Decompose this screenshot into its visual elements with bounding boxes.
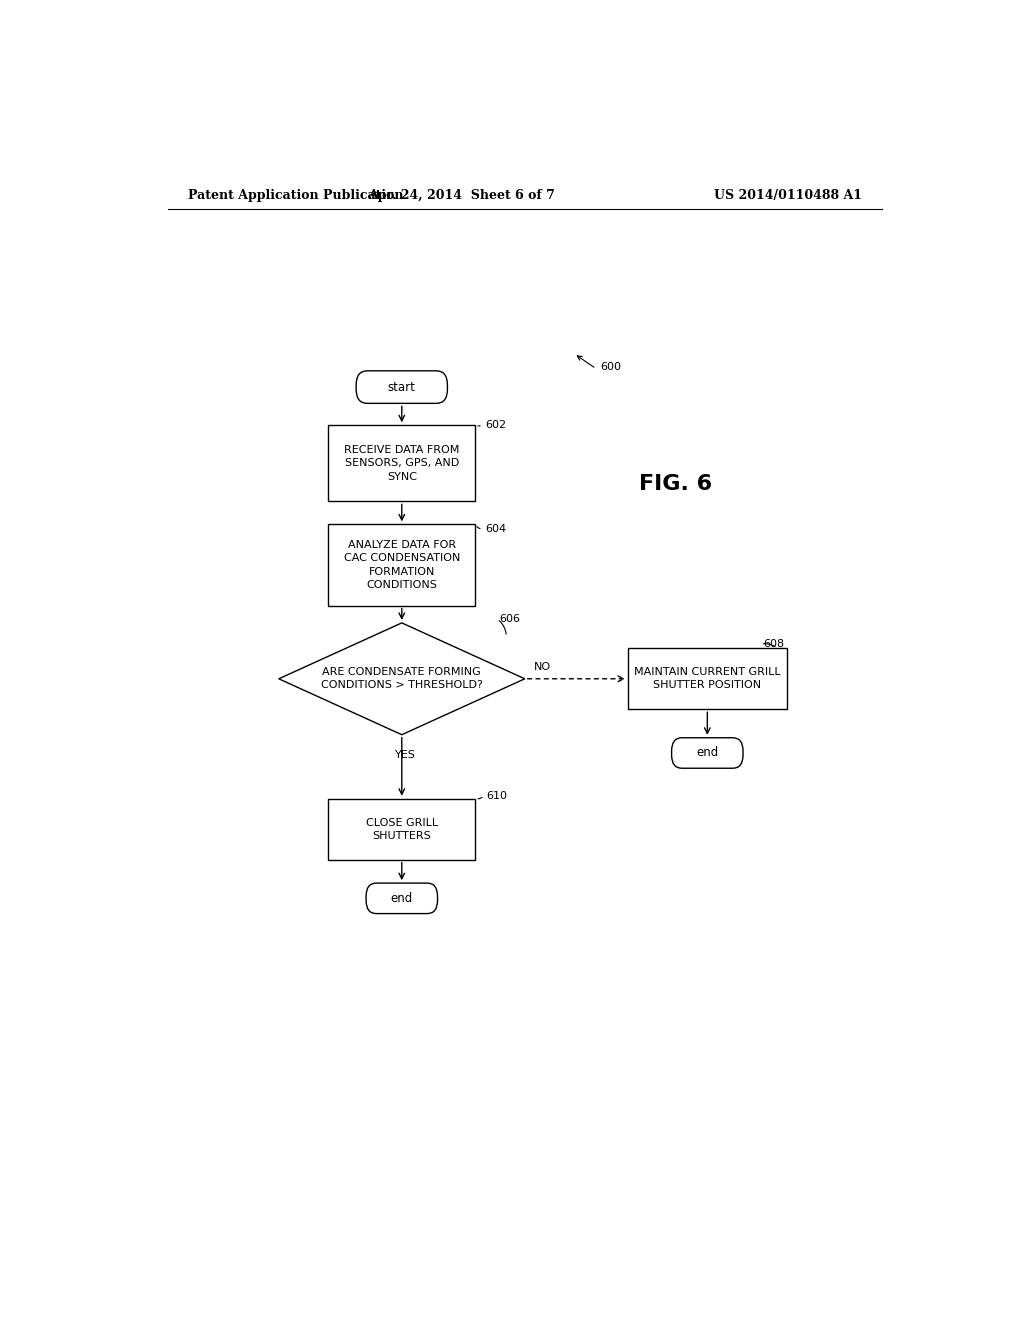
Text: MAINTAIN CURRENT GRILL
SHUTTER POSITION: MAINTAIN CURRENT GRILL SHUTTER POSITION (634, 667, 780, 690)
Text: 610: 610 (486, 791, 508, 801)
Text: NO: NO (535, 661, 552, 672)
Text: start: start (388, 380, 416, 393)
Text: US 2014/0110488 A1: US 2014/0110488 A1 (714, 189, 862, 202)
FancyBboxPatch shape (356, 371, 447, 404)
Text: Apr. 24, 2014  Sheet 6 of 7: Apr. 24, 2014 Sheet 6 of 7 (368, 189, 555, 202)
FancyBboxPatch shape (367, 883, 437, 913)
Text: ANALYZE DATA FOR
CAC CONDENSATION
FORMATION
CONDITIONS: ANALYZE DATA FOR CAC CONDENSATION FORMAT… (344, 540, 460, 590)
Bar (329, 524, 475, 606)
Text: Patent Application Publication: Patent Application Publication (187, 189, 403, 202)
Text: end: end (391, 892, 413, 904)
Bar (329, 425, 475, 502)
Text: 604: 604 (485, 524, 506, 535)
Text: 602: 602 (485, 420, 506, 430)
Bar (628, 648, 786, 709)
Text: end: end (696, 747, 719, 759)
Text: CLOSE GRILL
SHUTTERS: CLOSE GRILL SHUTTERS (366, 817, 438, 841)
Text: 606: 606 (500, 614, 520, 624)
Text: 600: 600 (600, 362, 622, 372)
Text: YES: YES (395, 750, 416, 760)
Text: ARE CONDENSATE FORMING
CONDITIONS > THRESHOLD?: ARE CONDENSATE FORMING CONDITIONS > THRE… (321, 667, 482, 690)
Text: 608: 608 (763, 639, 784, 649)
Text: RECEIVE DATA FROM
SENSORS, GPS, AND
SYNC: RECEIVE DATA FROM SENSORS, GPS, AND SYNC (344, 445, 460, 482)
Text: FIG. 6: FIG. 6 (639, 474, 712, 494)
Bar (329, 799, 475, 859)
Polygon shape (279, 623, 524, 735)
FancyBboxPatch shape (672, 738, 743, 768)
